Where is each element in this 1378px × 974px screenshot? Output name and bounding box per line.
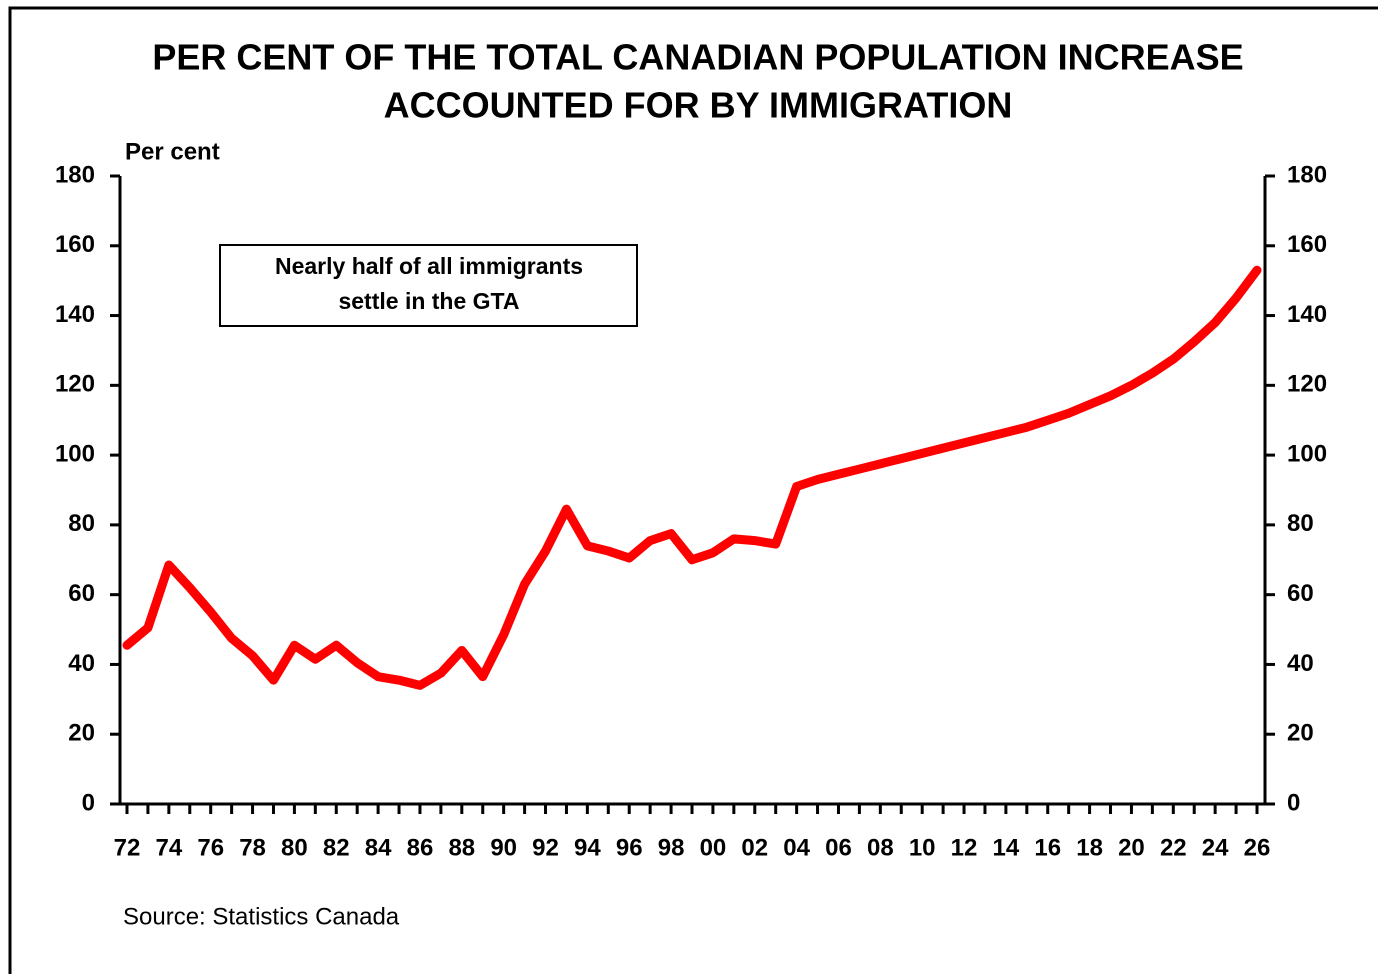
x-tick-label: 20 (1118, 834, 1145, 861)
x-tick-label: 24 (1202, 834, 1229, 861)
x-tick-label: 94 (574, 834, 601, 861)
y2-tick-label: 60 (1287, 580, 1314, 607)
y-tick-label: 60 (68, 580, 95, 607)
x-tick-label: 18 (1076, 834, 1103, 861)
x-tick-label: 84 (365, 834, 392, 861)
x-tick-label: 96 (616, 834, 643, 861)
x-tick-label: 76 (197, 834, 224, 861)
y-tick-label: 120 (55, 371, 95, 398)
y-tick-label: 20 (68, 720, 95, 747)
y-tick-label: 40 (68, 650, 95, 677)
x-tick-label: 22 (1160, 834, 1187, 861)
x-tick-label: 12 (951, 834, 978, 861)
y-tick-label: 80 (68, 510, 95, 537)
x-tick-label: 74 (156, 834, 183, 861)
annotation: settle in the GTA (338, 288, 519, 314)
y-tick-label: 140 (55, 301, 95, 328)
x-tick-label: 04 (783, 834, 810, 861)
x-tick-label: 14 (993, 834, 1020, 861)
x-tick-label: 00 (700, 834, 727, 861)
y-tick-label: 180 (55, 161, 95, 188)
y2-tick-label: 20 (1287, 720, 1314, 747)
x-tick-label: 86 (407, 834, 434, 861)
y2-tick-label: 80 (1287, 510, 1314, 537)
x-tick-label: 10 (909, 834, 936, 861)
y-tick-label: 160 (55, 231, 95, 258)
x-tick-label: 90 (490, 834, 517, 861)
x-tick-label: 78 (239, 834, 266, 861)
x-tick-label: 88 (448, 834, 475, 861)
y2-tick-label: 140 (1287, 301, 1327, 328)
y2-tick-label: 160 (1287, 231, 1327, 258)
y2-tick-label: 120 (1287, 371, 1327, 398)
x-tick-label: 72 (114, 834, 141, 861)
y2-tick-label: 180 (1287, 161, 1327, 188)
y2-tick-label: 40 (1287, 650, 1314, 677)
annotation: Nearly half of all immigrants (275, 253, 583, 279)
x-tick-label: 82 (323, 834, 350, 861)
x-tick-label: 16 (1034, 834, 1061, 861)
y-tick-label: 100 (55, 440, 95, 467)
x-tick-label: 02 (741, 834, 768, 861)
data-line (122, 265, 1262, 690)
chart-title: ACCOUNTED FOR BY IMMIGRATION (384, 85, 1013, 126)
y2-tick-label: 0 (1287, 789, 1300, 816)
chart-title: PER CENT OF THE TOTAL CANADIAN POPULATIO… (152, 37, 1243, 78)
y-axis-label: Per cent (125, 138, 220, 165)
x-tick-label: 08 (867, 834, 894, 861)
y2-tick-label: 100 (1287, 440, 1327, 467)
x-tick-label: 80 (281, 834, 308, 861)
y-tick-label: 0 (82, 789, 95, 816)
x-tick-label: 06 (825, 834, 852, 861)
x-tick-label: 92 (532, 834, 559, 861)
x-tick-label: 26 (1244, 834, 1271, 861)
frame (8, 6, 1378, 974)
source: Source: Statistics Canada (123, 903, 400, 930)
x-tick-label: 98 (658, 834, 685, 861)
annotation-box (219, 244, 638, 327)
